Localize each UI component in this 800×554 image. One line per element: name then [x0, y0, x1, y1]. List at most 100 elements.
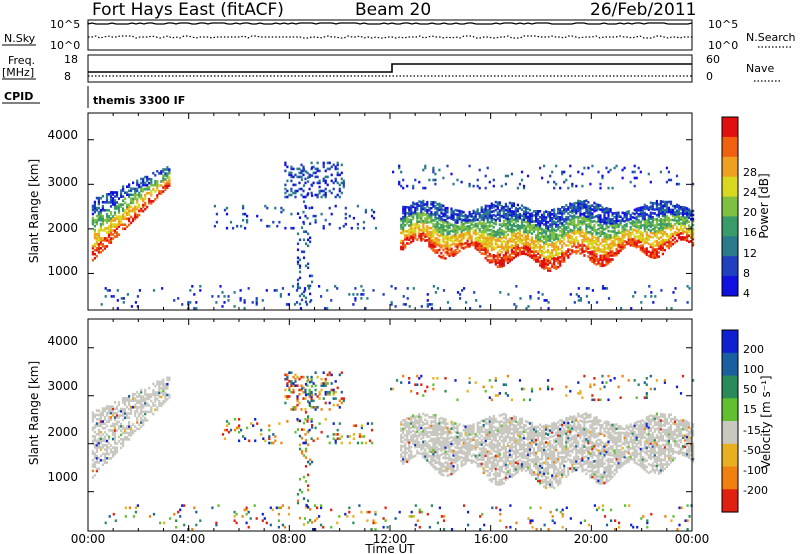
- heatmap-cell: [162, 168, 165, 171]
- heatmap-cell: [583, 216, 586, 219]
- heatmap-cell: [328, 371, 331, 374]
- heatmap-cell: [679, 222, 683, 225]
- heatmap-cell: [518, 226, 522, 230]
- heatmap-cell: [113, 411, 117, 415]
- heatmap-cell: [318, 179, 321, 183]
- heatmap-cell: [428, 454, 431, 458]
- heatmap-cell: [148, 187, 151, 191]
- heatmap-cell: [547, 245, 550, 248]
- heatmap-cell: [95, 222, 98, 226]
- heatmap-cell: [432, 285, 435, 288]
- heatmap-cell: [152, 171, 155, 175]
- heatmap-cell: [595, 221, 598, 224]
- heatmap-cell: [166, 376, 169, 380]
- heatmap-cell: [524, 252, 528, 256]
- heatmap-cell: [432, 166, 435, 170]
- heatmap-cell: [573, 301, 576, 304]
- heatmap-cell: [545, 228, 548, 231]
- heatmap-cell: [488, 261, 491, 264]
- heatmap-cell: [543, 223, 546, 226]
- heatmap-cell: [663, 210, 666, 214]
- heatmap-cell: [95, 446, 98, 449]
- heatmap-cell: [476, 218, 479, 221]
- heatmap-cell: [605, 259, 608, 262]
- heatmap-cell: [320, 212, 323, 216]
- heatmap-cell: [510, 216, 513, 219]
- heatmap-cell: [474, 244, 477, 248]
- heatmap-cell: [164, 391, 167, 395]
- heatmap-cell: [400, 444, 403, 448]
- heatmap-cell: [559, 220, 562, 223]
- heatmap-cell: [140, 401, 143, 405]
- heatmap-cell: [500, 228, 503, 232]
- heatmap-cell: [444, 446, 447, 449]
- heatmap-cell: [324, 307, 327, 310]
- heatmap-cell: [679, 216, 683, 219]
- heatmap-cell: [563, 230, 566, 233]
- heatmap-cell: [539, 244, 542, 247]
- heatmap-cell: [128, 403, 131, 407]
- heatmap-cell: [308, 393, 311, 396]
- heatmap-cell: [589, 242, 592, 246]
- heatmap-cell: [539, 250, 542, 253]
- heatmap-cell: [304, 388, 307, 392]
- heatmap-cell: [124, 429, 127, 432]
- heatmap-cell: [559, 252, 562, 255]
- heatmap-cell: [458, 235, 461, 239]
- heatmap-cell: [105, 239, 109, 242]
- heatmap-cell: [541, 261, 544, 265]
- heatmap-cell: [650, 291, 653, 294]
- heatmap-cell: [426, 431, 429, 434]
- heatmap-cell: [332, 397, 335, 400]
- heatmap-cell: [690, 234, 693, 237]
- heatmap-cell: [290, 384, 293, 387]
- heatmap-cell: [166, 180, 169, 183]
- heatmap-cell: [643, 223, 646, 227]
- heatmap-cell: [456, 221, 459, 224]
- heatmap-cell: [101, 413, 104, 417]
- nave-tick-top: 60: [706, 53, 720, 66]
- heatmap-cell: [432, 450, 435, 454]
- heatmap-cell: [342, 224, 345, 228]
- heatmap-cell: [138, 414, 141, 418]
- heatmap-cell: [581, 243, 584, 246]
- heatmap-cell: [561, 216, 564, 219]
- heatmap-cell: [348, 441, 351, 445]
- heatmap-cell: [91, 212, 94, 216]
- heatmap-cell: [468, 233, 471, 236]
- heatmap-cell: [432, 245, 435, 248]
- heatmap-cell: [428, 220, 431, 224]
- heatmap-cell: [124, 215, 127, 219]
- heatmap-cell: [579, 212, 582, 215]
- heatmap-cell: [460, 232, 463, 235]
- heatmap-cell: [418, 236, 421, 239]
- heatmap-cell: [683, 226, 687, 229]
- heatmap-cell: [430, 231, 433, 234]
- heatmap-cell: [117, 225, 121, 228]
- heatmap-cell: [667, 208, 670, 212]
- heatmap-cell: [524, 212, 528, 216]
- heatmap-cell: [422, 442, 425, 446]
- heatmap-cell: [310, 161, 313, 165]
- heatmap-cell: [577, 201, 580, 205]
- heatmap-cell: [605, 227, 608, 230]
- heatmap-cell: [688, 212, 691, 215]
- heatmap-cell: [109, 223, 113, 226]
- heatmap-cell: [639, 170, 642, 174]
- heatmap-cell: [296, 384, 299, 387]
- heatmap-cell: [284, 395, 287, 398]
- heatmap-cell: [650, 295, 653, 298]
- heatmap-cell: [535, 214, 538, 217]
- heatmap-cell: [428, 431, 431, 434]
- heatmap-cell: [488, 220, 491, 224]
- heatmap-cell: [522, 246, 526, 249]
- heatmap-cell: [500, 263, 503, 266]
- heatmap-cell: [537, 228, 540, 231]
- heatmap-cell: [311, 426, 314, 429]
- heatmap-cell: [446, 243, 449, 246]
- heatmap-cell: [655, 219, 658, 223]
- heatmap-cell: [537, 258, 540, 261]
- heatmap-cell: [472, 243, 475, 247]
- heatmap-cell: [93, 443, 96, 447]
- heatmap-cell: [615, 211, 618, 215]
